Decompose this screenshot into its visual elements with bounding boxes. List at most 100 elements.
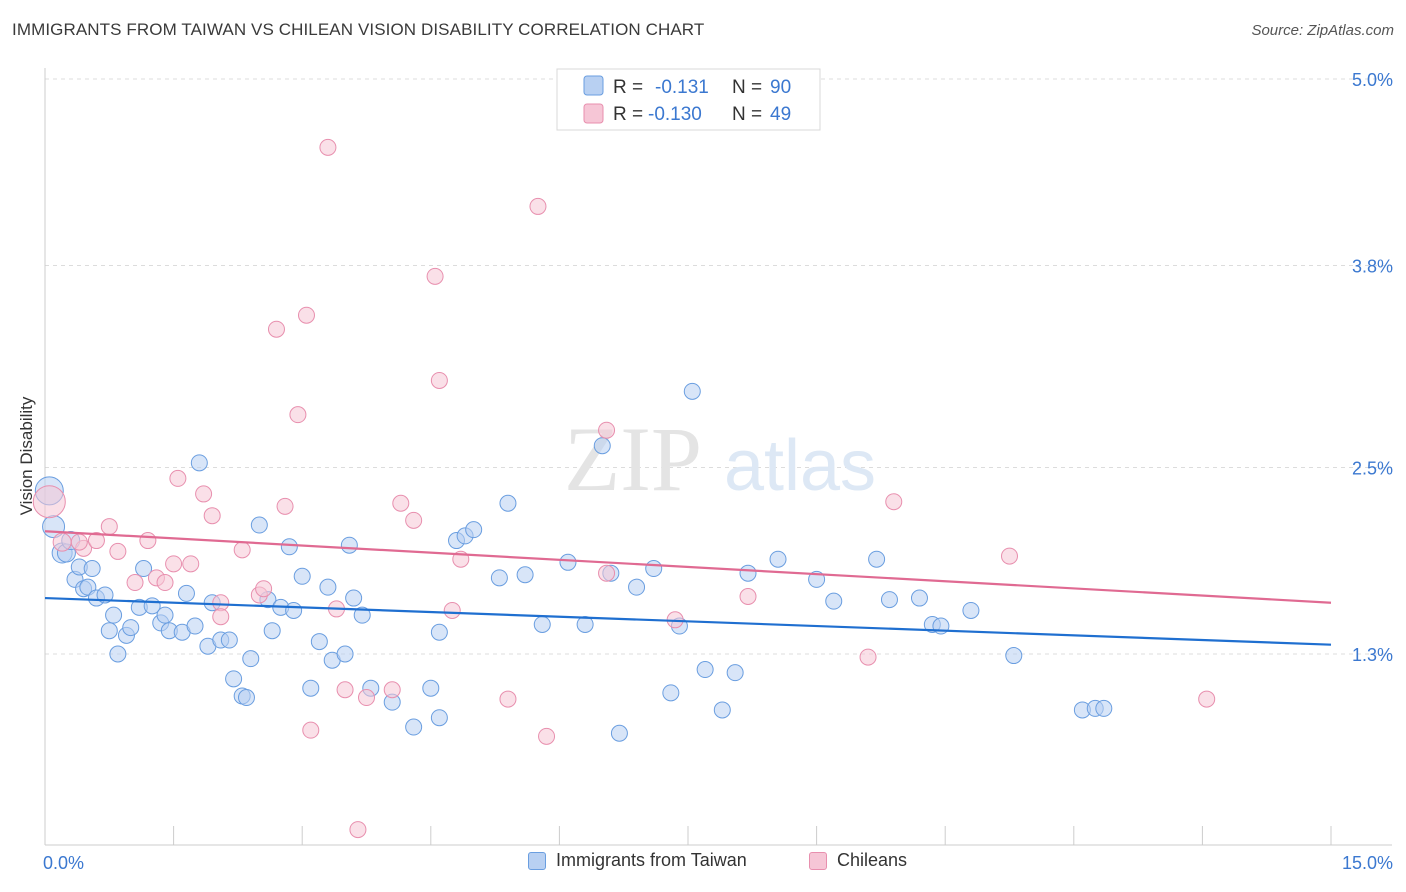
point-taiwan (135, 560, 153, 578)
point-taiwan (593, 437, 611, 455)
point-chileans (529, 197, 547, 215)
trend-line-chileans (44, 530, 1332, 604)
point-chileans (598, 564, 616, 582)
point-chileans (289, 406, 307, 424)
point-chileans (859, 648, 877, 666)
legend-label-taiwan: Immigrants from Taiwan (556, 850, 747, 870)
point-taiwan (430, 709, 448, 727)
point-chileans (169, 469, 187, 487)
point-taiwan (310, 633, 328, 651)
point-chileans (538, 727, 556, 745)
data-points (32, 138, 1216, 839)
point-taiwan (559, 553, 577, 571)
point-taiwan (100, 622, 118, 640)
point-taiwan (739, 564, 757, 582)
point-chileans (32, 485, 66, 519)
point-taiwan (237, 689, 255, 707)
point-taiwan (340, 536, 358, 554)
point-taiwan (177, 584, 195, 602)
legend-swatch-taiwan (583, 75, 604, 96)
point-taiwan (465, 521, 483, 539)
point-chileans (182, 555, 200, 573)
point-chileans (203, 507, 221, 525)
legend-label-chileans: Chileans (837, 850, 908, 870)
legend: R = -0.131 N = 90 R = -0.130 N = 49 (556, 68, 821, 131)
point-chileans (358, 689, 375, 707)
point-chileans (430, 371, 448, 389)
x-tick-label: 15.0% (1342, 853, 1393, 873)
legend-swatch-chileans (583, 103, 604, 124)
legend-r-label-taiwan: R = (613, 77, 643, 98)
point-taiwan (430, 623, 448, 641)
point-taiwan (156, 606, 174, 624)
point-chileans (297, 306, 315, 324)
watermark-atlas: atlas (724, 426, 876, 506)
trend-lines (44, 530, 1332, 646)
point-taiwan (319, 578, 337, 596)
point-taiwan (868, 550, 886, 568)
legend-n-value-taiwan: 90 (770, 77, 791, 98)
point-taiwan (645, 560, 663, 578)
point-taiwan (122, 619, 140, 637)
point-taiwan (880, 591, 898, 609)
point-taiwan (293, 567, 311, 585)
legend-item-chileans: Chileans (809, 850, 907, 871)
legend-item-taiwan: Immigrants from Taiwan (528, 850, 747, 871)
point-chileans (70, 533, 88, 551)
point-chileans (392, 494, 410, 512)
point-chileans (255, 580, 273, 598)
point-taiwan (696, 661, 714, 679)
point-taiwan (405, 718, 423, 736)
point-taiwan (910, 589, 928, 607)
point-chileans (349, 821, 367, 839)
point-taiwan (422, 679, 440, 697)
point-taiwan (263, 622, 281, 640)
legend-n-label-chileans: N = (732, 104, 762, 125)
point-taiwan (105, 606, 123, 624)
point-taiwan (345, 589, 363, 607)
point-taiwan (610, 724, 628, 742)
legend-r-value-taiwan: -0.131 (655, 77, 709, 98)
point-chileans (443, 601, 461, 619)
legend-r-value-chileans: -0.130 (648, 104, 702, 125)
legend-n-value-chileans: 49 (770, 104, 791, 125)
point-chileans (139, 532, 157, 550)
point-chileans (52, 532, 72, 552)
point-taiwan (302, 679, 320, 697)
tick-labels: 1.3% 2.5% 3.8% 5.0% 0.0% 15.0% (43, 70, 1393, 873)
point-chileans (336, 681, 354, 699)
point-chileans (212, 608, 230, 626)
point-taiwan (499, 494, 517, 512)
point-taiwan (628, 578, 646, 596)
point-chileans (426, 267, 444, 285)
trend-line-taiwan (44, 596, 1332, 646)
y-tick-label: 3.8% (1352, 256, 1393, 276)
point-taiwan (83, 560, 101, 578)
point-taiwan (576, 615, 594, 633)
grid-lines (45, 78, 1392, 655)
legend-r-label-chileans: R = (613, 104, 643, 125)
point-chileans (195, 485, 213, 503)
point-taiwan (190, 454, 208, 472)
point-chileans (276, 497, 294, 515)
point-taiwan (713, 701, 731, 719)
point-taiwan (186, 617, 204, 635)
point-chileans (1198, 690, 1216, 708)
point-taiwan (1095, 699, 1113, 717)
point-taiwan (726, 664, 744, 682)
legend-swatch-chileans-bottom (809, 851, 827, 870)
point-taiwan (516, 566, 534, 584)
point-taiwan (109, 645, 127, 663)
bottom-legend: Immigrants from Taiwan Chileans (0, 850, 1406, 880)
legend-swatch-taiwan-bottom (528, 851, 546, 870)
point-chileans (499, 690, 517, 708)
point-taiwan (336, 645, 354, 663)
y-axis-label: Vision Disability (17, 396, 36, 515)
point-chileans (319, 138, 337, 156)
point-chileans (885, 493, 903, 511)
watermark: ZIP atlas (564, 408, 876, 510)
point-taiwan (769, 550, 787, 568)
point-chileans (165, 555, 183, 573)
point-chileans (156, 574, 174, 592)
point-chileans (598, 421, 616, 439)
